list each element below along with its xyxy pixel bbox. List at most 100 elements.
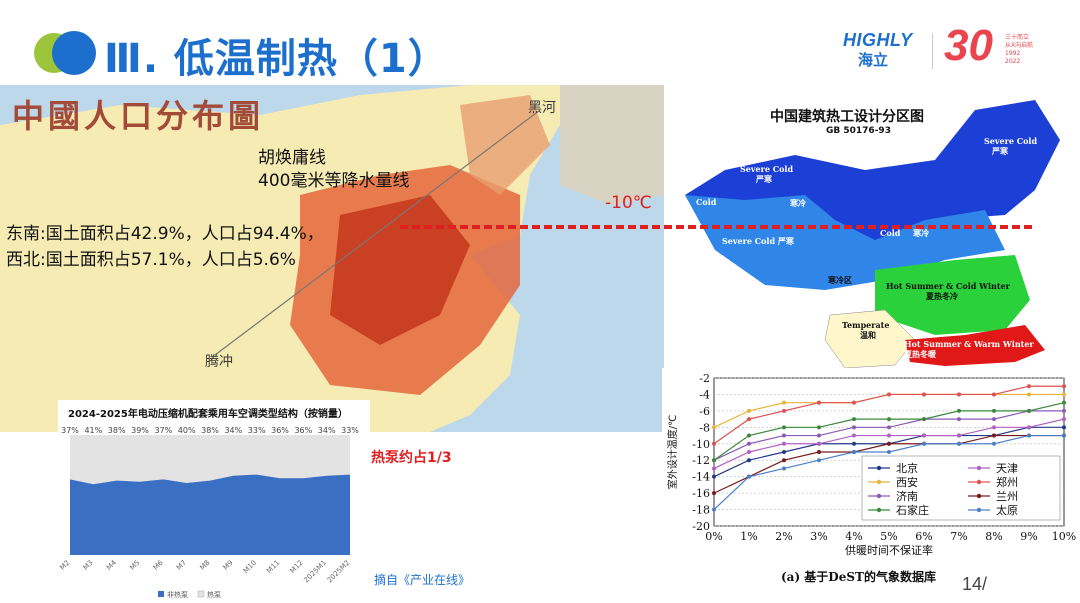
pct-label: 33% (248, 426, 266, 435)
data-point (712, 507, 716, 512)
data-point (817, 441, 821, 446)
data-point (817, 458, 821, 463)
data-point (887, 441, 891, 446)
x-tick-label: 5% (880, 530, 897, 543)
place-label-tengchong: 腾冲 (205, 354, 233, 370)
data-point (747, 417, 751, 422)
legend-label: 郑州 (996, 475, 1018, 489)
x-tick-label: 10% (1052, 530, 1076, 543)
data-point (922, 433, 926, 438)
pct-label: 39% (131, 426, 149, 435)
pct-label: 37% (154, 426, 172, 435)
place-label-heihe: 黑河 (528, 100, 556, 116)
legend-marker (876, 479, 882, 485)
data-point (922, 392, 926, 397)
data-point (887, 433, 891, 438)
x-tick-label: 3% (810, 530, 827, 543)
population-map-title: 中國人口分布圖 (12, 97, 265, 135)
data-point (1062, 417, 1066, 422)
data-point (747, 458, 751, 463)
legend-label: 兰州 (996, 490, 1018, 503)
pct-label: 38% (201, 426, 219, 435)
data-point (852, 433, 856, 438)
data-point (992, 392, 996, 397)
plot-frame (713, 377, 1065, 527)
x-tick-label: 2% (775, 530, 792, 543)
data-point (1027, 392, 1031, 397)
zone-label-3b: 寒冷 (790, 198, 806, 208)
legend-marker (976, 465, 982, 471)
zone-label-5: Cold 寒冷 (880, 228, 930, 238)
legend-label: 石家庄 (896, 503, 929, 517)
category-label: M11 (265, 559, 281, 575)
data-point (712, 491, 716, 496)
data-point (887, 392, 891, 397)
data-point (1062, 408, 1066, 413)
design-temp-line-chart: -2 -4 -6 -8 -10 -12 -14 -16 -18 -200% 1% 2% 3% 4% 5% 6%… (662, 368, 1080, 590)
legend-marker (876, 493, 882, 499)
data-point (747, 441, 751, 446)
data-point (712, 441, 716, 446)
highly-logo-text: HIGHLY (843, 30, 913, 50)
highly-logo-cn: 海立 (858, 51, 889, 69)
data-point (1027, 384, 1031, 389)
pct-label: 33% (341, 426, 359, 435)
data-point (782, 433, 786, 438)
category-label: M6 (152, 558, 165, 571)
line-chart-caption: (a) 基于DeST的气象数据库 (781, 570, 936, 584)
logo-divider (932, 33, 933, 69)
zone-label-3: Cold (696, 197, 717, 207)
zone-map-standard: GB 50176-93 (826, 126, 891, 136)
northwest-stat: 西北:国土面积占57.1%，人口占5.6% (6, 250, 296, 270)
market-area-chart: 37% 41% 38% 39% 37% 40% 38% 34% 33% 36% 36% 34% 33% M… (58, 426, 359, 599)
market-chart-title: 2024-2025年电动压缩机配套乘用车空调类型结构（按销量） (68, 409, 348, 420)
data-point (712, 425, 716, 430)
southeast-stat: 东南:国土面积占42.9%，人口占94.4%， (6, 224, 324, 244)
data-point (852, 400, 856, 405)
data-point (782, 441, 786, 446)
data-point (712, 474, 716, 479)
x-axis-label: 供暖时间不保证率 (845, 543, 933, 557)
data-point (747, 450, 751, 454)
y-tick-label: -18 (692, 504, 710, 517)
legend-swatch-heat-pump (197, 590, 205, 598)
data-point (887, 417, 891, 422)
zone-label-7: Hot Summer & Cold Winter 夏热冬冷 (886, 281, 1010, 301)
y-tick-label: -4 (699, 388, 710, 401)
data-point (782, 408, 786, 413)
y-tick-label: -2 (699, 372, 710, 385)
slide-title: Ⅲ. 低温制热（1） (104, 36, 449, 82)
data-point (957, 408, 961, 413)
data-point (1027, 425, 1031, 430)
category-label: 2025M1 (302, 559, 328, 585)
pct-label: 41% (84, 426, 102, 435)
legend-label: 济南 (896, 489, 918, 503)
population-map: 中國人口分布圖 黑河 腾冲 (0, 85, 664, 432)
zone-label-6: 寒冷区 (828, 275, 852, 285)
data-point (992, 408, 996, 413)
zone-label-4: Severe Cold 严寒 (722, 236, 794, 246)
source-citation: 摘自《产业在线》 (374, 573, 471, 587)
category-label: M7 (175, 559, 188, 572)
zone-label-9: Hot Summer & Warm Winter 夏热冬暖 (904, 339, 1034, 359)
zone-map-title: 中国建筑热工设计分区图 (770, 109, 924, 125)
legend-marker (876, 465, 882, 471)
pct-label: 34% (318, 426, 336, 435)
non-heat-pump-area (70, 474, 350, 555)
legend-label: 太原 (996, 504, 1018, 517)
legend-label: 北京 (896, 461, 918, 475)
data-point (992, 441, 996, 446)
data-point (957, 392, 961, 397)
y-tick-label: -10 (692, 438, 710, 451)
minus10-label: -10℃ (605, 193, 652, 213)
x-tick-label: 4% (845, 530, 862, 543)
zone-label-8: Temperate 温和 (842, 320, 890, 340)
category-label: M5 (128, 559, 141, 572)
x-tick-label: 1% (740, 530, 757, 543)
legend-non-heat-pump: 非热泵 (167, 590, 188, 599)
y-tick-label: -8 (699, 421, 710, 434)
legend-label: 天津 (996, 462, 1018, 475)
data-point (782, 450, 786, 454)
pct-label: 36% (271, 426, 289, 435)
category-label: M2 (58, 559, 71, 572)
